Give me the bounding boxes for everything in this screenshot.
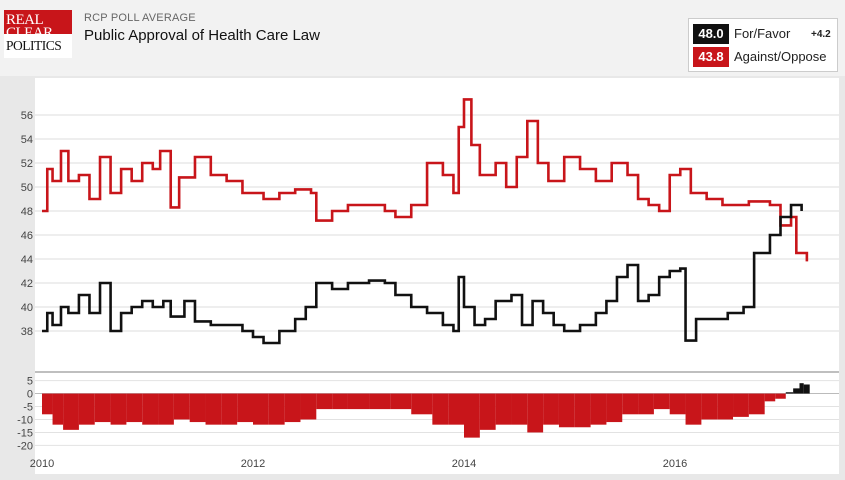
spread-bar-negative — [733, 393, 749, 417]
spread-bar-negative — [622, 393, 639, 415]
legend-oppose-value: 43.8 — [693, 47, 729, 67]
spread-bar-negative — [511, 393, 528, 425]
spread-bar-negative — [347, 393, 370, 410]
spread-bar-negative — [369, 393, 391, 410]
rcp-logo[interactable]: REAL CLEAR POLITICS — [4, 10, 72, 58]
logo-line-2: CLEAR — [6, 25, 53, 41]
spread-bar-negative — [432, 393, 449, 425]
spread-y-tick-label: 0 — [27, 389, 33, 401]
main-y-tick-label: 50 — [21, 182, 33, 194]
x-tick-label: 2016 — [663, 458, 687, 470]
spread-bar-negative — [126, 393, 143, 423]
spread-bar-negative — [173, 393, 190, 420]
logo-line-3: POLITICS — [6, 38, 62, 53]
spread-bar-negative — [527, 393, 544, 433]
logo-line-1: REAL — [6, 12, 44, 28]
spread-y-tick-label: -5 — [23, 402, 33, 414]
spread-bar-negative — [685, 393, 702, 425]
spread-bar-negative — [479, 393, 496, 430]
main-y-tick-label: 56 — [21, 110, 33, 122]
spread-bar-negative — [448, 393, 464, 425]
spread-bar-negative — [284, 393, 301, 423]
spread-bar-negative — [237, 393, 253, 423]
spread-bar-negative — [411, 393, 433, 415]
series-line-for-favor[interactable] — [42, 203, 803, 345]
spread-bar-negative — [268, 393, 285, 425]
spread-bar-negative — [78, 393, 95, 425]
spread-bar-negative — [94, 393, 111, 423]
spread-bar-negative — [590, 393, 607, 425]
spread-bar-negative — [701, 393, 718, 420]
x-tick-label: 2014 — [452, 458, 476, 470]
spread-bar-negative — [606, 393, 623, 423]
spread-y-tick-label: -20 — [17, 440, 33, 452]
chart-subtitle: RCP POLL AVERAGE — [84, 12, 196, 24]
main-y-tick-labels: 38 40 42 44 46 48 50 52 54 56 — [21, 110, 33, 338]
spread-bar-negative — [574, 393, 591, 428]
spread-bar-positive — [803, 384, 810, 394]
spread-bar-negative — [464, 393, 480, 438]
spread-y-tick-label: 5 — [27, 376, 33, 388]
spread-bar-negative — [748, 393, 765, 415]
x-tick-label: 2010 — [30, 458, 54, 470]
main-y-tick-label: 38 — [21, 326, 33, 338]
spread-bar-negative — [669, 393, 686, 415]
spread-bar-negative — [653, 393, 670, 410]
spread-bar-negative — [189, 393, 206, 423]
spread-bar-negative — [390, 393, 412, 410]
main-y-tick-label: 42 — [21, 278, 33, 290]
spread-bar-negative — [764, 393, 776, 402]
main-y-tick-label: 54 — [21, 134, 33, 146]
main-gridlines — [35, 114, 839, 332]
spread-bar-negative — [543, 393, 559, 425]
spread-bar-negative — [316, 393, 333, 410]
x-tick-labels: 2010 2012 2014 2016 — [30, 458, 687, 470]
spread-bar-negative — [495, 393, 512, 425]
spread-bar-negative — [558, 393, 575, 428]
series-line-against-oppose[interactable] — [42, 98, 809, 262]
spread-y-tick-labels: 50-5-10-15-20 — [17, 376, 33, 453]
chart-legend: 48.0 For/Favor +4.2 43.8 Against/Oppose — [688, 18, 838, 72]
logo-red-block — [4, 10, 72, 34]
spread-bar-negative — [42, 393, 53, 415]
main-series-lines — [42, 98, 809, 345]
spread-bar-negative — [63, 393, 79, 430]
main-y-tick-label: 40 — [21, 302, 33, 314]
spread-y-tick-label: -15 — [17, 427, 33, 439]
chart-title: Public Approval of Health Care Law — [84, 27, 320, 44]
spread-bar-negative — [142, 393, 159, 425]
main-y-tick-label: 44 — [21, 254, 33, 266]
spread-bar-positive — [785, 392, 794, 394]
legend-favor-value: 48.0 — [693, 24, 729, 44]
spread-bar-negative — [205, 393, 222, 425]
main-y-tick-label: 46 — [21, 230, 33, 242]
spread-bar-negative — [300, 393, 317, 420]
spread-bar-negative — [717, 393, 734, 420]
main-y-tick-label: 48 — [21, 206, 33, 218]
spread-bar-negative — [158, 393, 174, 425]
spread-bar-negative — [775, 393, 786, 399]
legend-spread-value: +4.2 — [811, 29, 831, 40]
spread-bar-negative — [332, 393, 348, 410]
spread-area — [42, 383, 810, 438]
spread-bar-positive — [799, 383, 804, 394]
chart-header: REAL CLEAR POLITICS RCP POLL AVERAGE Pub… — [0, 0, 845, 76]
legend-favor-label: For/Favor — [734, 26, 791, 41]
spread-bar-positive — [793, 388, 800, 394]
spread-bar-negative — [221, 393, 238, 425]
spread-bar-negative — [638, 393, 654, 415]
spread-bar-negative — [253, 393, 269, 425]
spread-bar-negative — [110, 393, 127, 425]
spread-bar-negative — [52, 393, 64, 425]
spread-y-tick-label: -10 — [17, 414, 33, 426]
legend-oppose-label: Against/Oppose — [734, 49, 827, 64]
x-tick-label: 2012 — [241, 458, 265, 470]
main-y-tick-label: 52 — [21, 158, 33, 170]
